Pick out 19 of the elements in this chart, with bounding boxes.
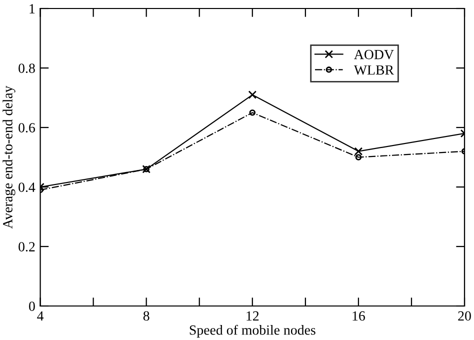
x-tick-label: 12: [246, 311, 259, 320]
point: [248, 90, 257, 99]
y-tick-label: 0: [29, 302, 35, 311]
legend-label: WLBR: [354, 65, 394, 75]
x-tick-label: 16: [352, 311, 365, 321]
point: [355, 154, 362, 160]
y-tick-label: 0.4: [18, 182, 36, 192]
x-tick-label: 20: [458, 311, 471, 321]
y-tick-label: 0.8: [18, 64, 35, 74]
point: [249, 110, 256, 116]
legend-label: AODV: [354, 50, 394, 60]
y-tick-label: 0.2: [18, 242, 35, 252]
x-tick-label: 8: [143, 311, 150, 321]
y-tick-label: 1: [30, 4, 35, 14]
x-axis-title: Speed of mobile nodes: [190, 324, 316, 338]
y-axis-title: Average end-to-end delay: [2, 86, 16, 229]
y-tick-label: 0.6: [18, 123, 36, 133]
x-tick-label: 4: [37, 311, 44, 320]
point: [354, 147, 363, 156]
